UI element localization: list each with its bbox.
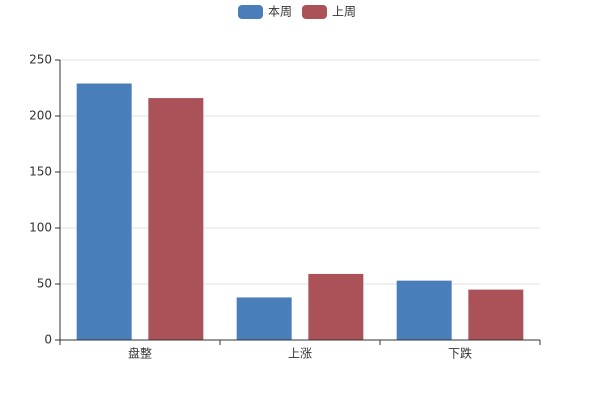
bar — [396, 280, 452, 340]
x-tick-label: 下跌 — [448, 346, 472, 361]
y-tick-label: 100 — [29, 221, 52, 235]
bar — [76, 83, 132, 341]
legend-swatch — [302, 5, 327, 19]
x-tick-label: 上涨 — [288, 346, 312, 361]
bar — [148, 98, 204, 340]
y-tick-label: 50 — [37, 277, 52, 291]
bar — [236, 297, 292, 340]
y-tick-label: 250 — [29, 53, 52, 67]
y-tick-label: 0 — [44, 333, 52, 347]
y-tick-label: 150 — [29, 165, 52, 179]
y-tick-label: 200 — [29, 109, 52, 123]
legend-swatch — [238, 5, 263, 19]
bar — [468, 289, 524, 340]
legend-label: 本周 — [268, 5, 292, 19]
x-tick-label: 盘整 — [128, 346, 152, 361]
bar — [308, 273, 364, 340]
legend-label: 上周 — [332, 5, 356, 19]
